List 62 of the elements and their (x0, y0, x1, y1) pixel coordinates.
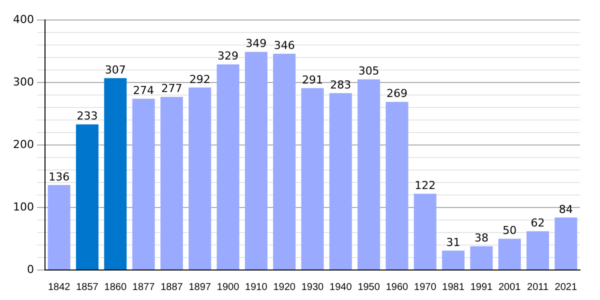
bar (76, 124, 98, 270)
bar (470, 246, 493, 270)
bar (188, 88, 212, 270)
x-tick-label: 1981 (442, 282, 465, 293)
bar (498, 238, 521, 270)
y-tick-label: 100 (12, 200, 34, 214)
x-tick-label: 2001 (498, 282, 522, 293)
data-label: 307 (104, 63, 126, 76)
bar (132, 98, 155, 270)
x-tick-label: 2011 (527, 282, 549, 293)
bar (216, 64, 240, 270)
x-tick-label: 1991 (470, 282, 494, 293)
x-tick-label: 1860 (104, 282, 127, 293)
bar (442, 250, 465, 270)
x-tick-label: 1877 (132, 282, 156, 293)
x-tick-label: 1970 (414, 282, 437, 293)
data-label: 50 (502, 224, 517, 238)
data-label: 274 (133, 84, 154, 98)
x-tick-label: 1940 (330, 282, 352, 293)
data-label: 329 (218, 50, 239, 63)
data-label: 233 (76, 110, 98, 123)
bar (526, 231, 550, 270)
bar (329, 93, 352, 270)
data-label: 38 (474, 232, 488, 245)
x-tick-label: 1900 (216, 282, 240, 293)
data-label: 136 (48, 170, 70, 184)
data-label: 62 (530, 216, 545, 230)
data-label: 305 (358, 64, 380, 78)
x-tick-label: 1930 (301, 282, 324, 293)
x-tick-label: 1887 (160, 282, 184, 293)
bar (160, 96, 183, 270)
data-label: 346 (274, 39, 295, 52)
data-label: 122 (414, 179, 436, 192)
data-label: 277 (161, 82, 182, 96)
x-tick-label: 1950 (358, 282, 380, 293)
y-tick-label: 0 (26, 262, 34, 276)
bar (273, 54, 296, 270)
x-tick-label: 1920 (273, 282, 296, 293)
bar (104, 78, 127, 270)
bar (386, 102, 408, 270)
data-label: 292 (189, 72, 210, 86)
y-tick-label: 200 (12, 138, 34, 151)
y-tick-label: 400 (12, 12, 34, 26)
y-tick-label: 300 (12, 75, 34, 88)
bar (301, 88, 324, 270)
x-tick-label: 1857 (76, 282, 99, 293)
bar (414, 194, 436, 270)
x-tick-label: 1842 (48, 282, 71, 293)
data-label: 283 (330, 78, 352, 92)
bar (554, 218, 578, 270)
bar (358, 79, 380, 270)
data-label: 31 (446, 236, 460, 249)
data-label: 291 (302, 73, 323, 86)
data-label: 269 (386, 87, 408, 100)
bar (48, 185, 70, 270)
x-tick-label: 1910 (245, 282, 268, 293)
data-label: 349 (246, 37, 267, 50)
x-tick-label: 2021 (554, 282, 578, 293)
data-label: 84 (558, 202, 573, 216)
x-tick-label: 1897 (188, 282, 212, 293)
bar (244, 52, 268, 270)
x-tick-label: 1960 (386, 282, 409, 293)
